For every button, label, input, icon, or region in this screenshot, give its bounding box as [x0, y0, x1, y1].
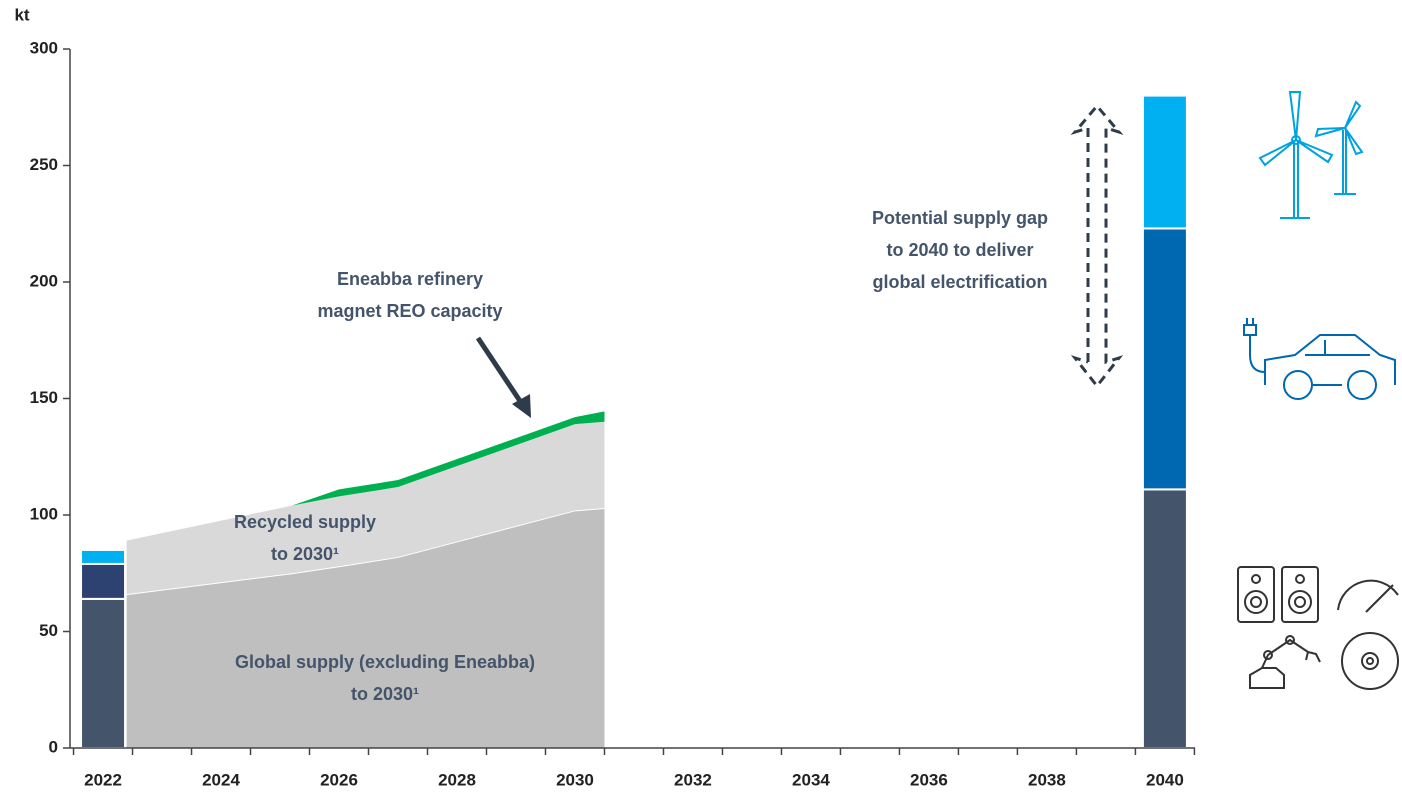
y-tick-label: 0 [49, 737, 58, 756]
y-tick-label: 250 [30, 155, 58, 174]
annotation-text: to 2030¹ [271, 544, 339, 564]
x-tick-label: 2032 [674, 770, 712, 789]
x-tick-label: 2028 [438, 770, 476, 789]
electric-car-icon [1243, 318, 1396, 400]
y-tick-label: 300 [30, 38, 58, 57]
bar-segment [80, 562, 127, 600]
y-tick-label: 200 [30, 271, 58, 290]
y-tick-label: 50 [39, 621, 58, 640]
x-tick-label: 2026 [320, 770, 358, 789]
area [126, 411, 605, 541]
x-tick-label: 2036 [910, 770, 948, 789]
annotation-text: Global supply (excluding Eneabba) [235, 652, 535, 672]
annotation-arrow [475, 336, 531, 418]
annotation-text: Eneabba refinery [337, 269, 483, 289]
annotation-text: magnet REO capacity [317, 301, 502, 321]
x-tick-label: 2024 [202, 770, 240, 789]
x-tick-label: 2034 [792, 770, 830, 789]
x-tick-label: 2040 [1146, 770, 1184, 789]
supply-gap-arrow [1070, 103, 1124, 389]
annotation-text: to 2040 to deliver [886, 240, 1033, 260]
area [126, 508, 605, 748]
x-tick-label: 2038 [1028, 770, 1066, 789]
annotation-text: Potential supply gap [872, 208, 1048, 228]
x-tick-label: 2030 [556, 770, 594, 789]
annotation-text: to 2030¹ [351, 684, 419, 704]
bar-segment [80, 597, 127, 749]
annotation-text: Recycled supply [234, 512, 376, 532]
consumer-devices-icon [1237, 566, 1399, 690]
wind-turbine-icon [1258, 91, 1364, 219]
area [126, 421, 605, 595]
annotation-text: global electrification [872, 272, 1047, 292]
y-tick-label: 150 [30, 388, 58, 407]
y-axis-label: kt [14, 5, 29, 24]
bar-segment [1141, 488, 1188, 749]
bar-segment [1141, 94, 1188, 230]
bar-segment [1141, 227, 1188, 491]
bar-segment [80, 548, 127, 565]
plot: 0 50 100 150 200 250 300 2022 2024 2026 2028 2030 20… [30, 38, 1196, 789]
x-tick-label: 2022 [84, 770, 122, 789]
y-tick-label: 100 [30, 504, 58, 523]
